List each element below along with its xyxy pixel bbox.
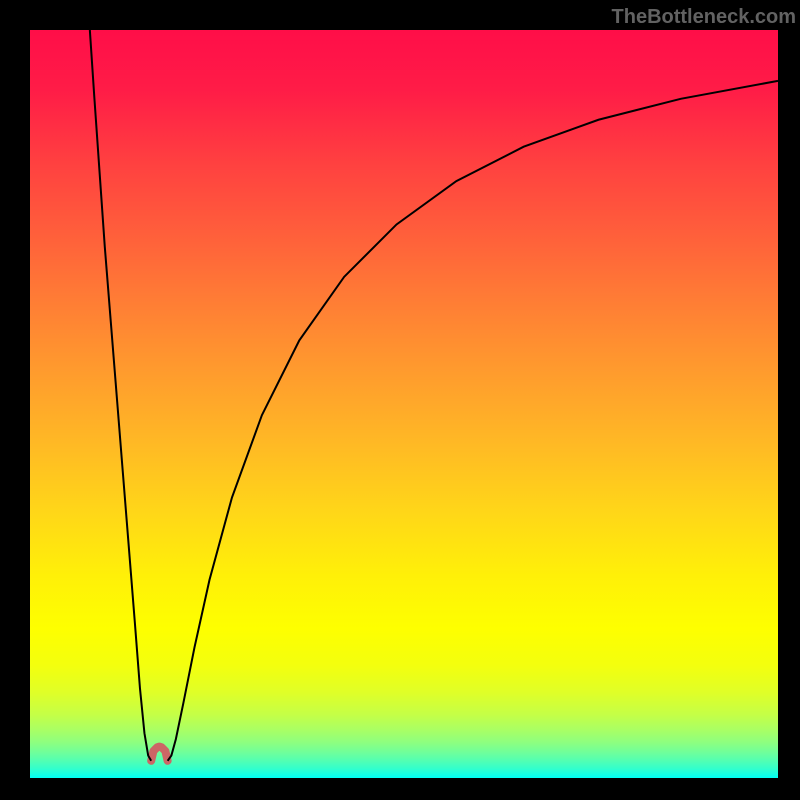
chart-container: { "meta": { "source_label": "TheBottlene… — [0, 0, 800, 800]
frame-border-right — [778, 0, 800, 800]
curves-layer — [30, 30, 778, 778]
frame-border-bottom — [0, 778, 800, 800]
curve-left — [90, 30, 151, 761]
valley-marker — [151, 747, 167, 761]
plot-area — [30, 30, 778, 778]
frame-border-left — [0, 0, 30, 800]
curve-right — [168, 81, 778, 761]
watermark-label: TheBottleneck.com — [612, 6, 796, 29]
